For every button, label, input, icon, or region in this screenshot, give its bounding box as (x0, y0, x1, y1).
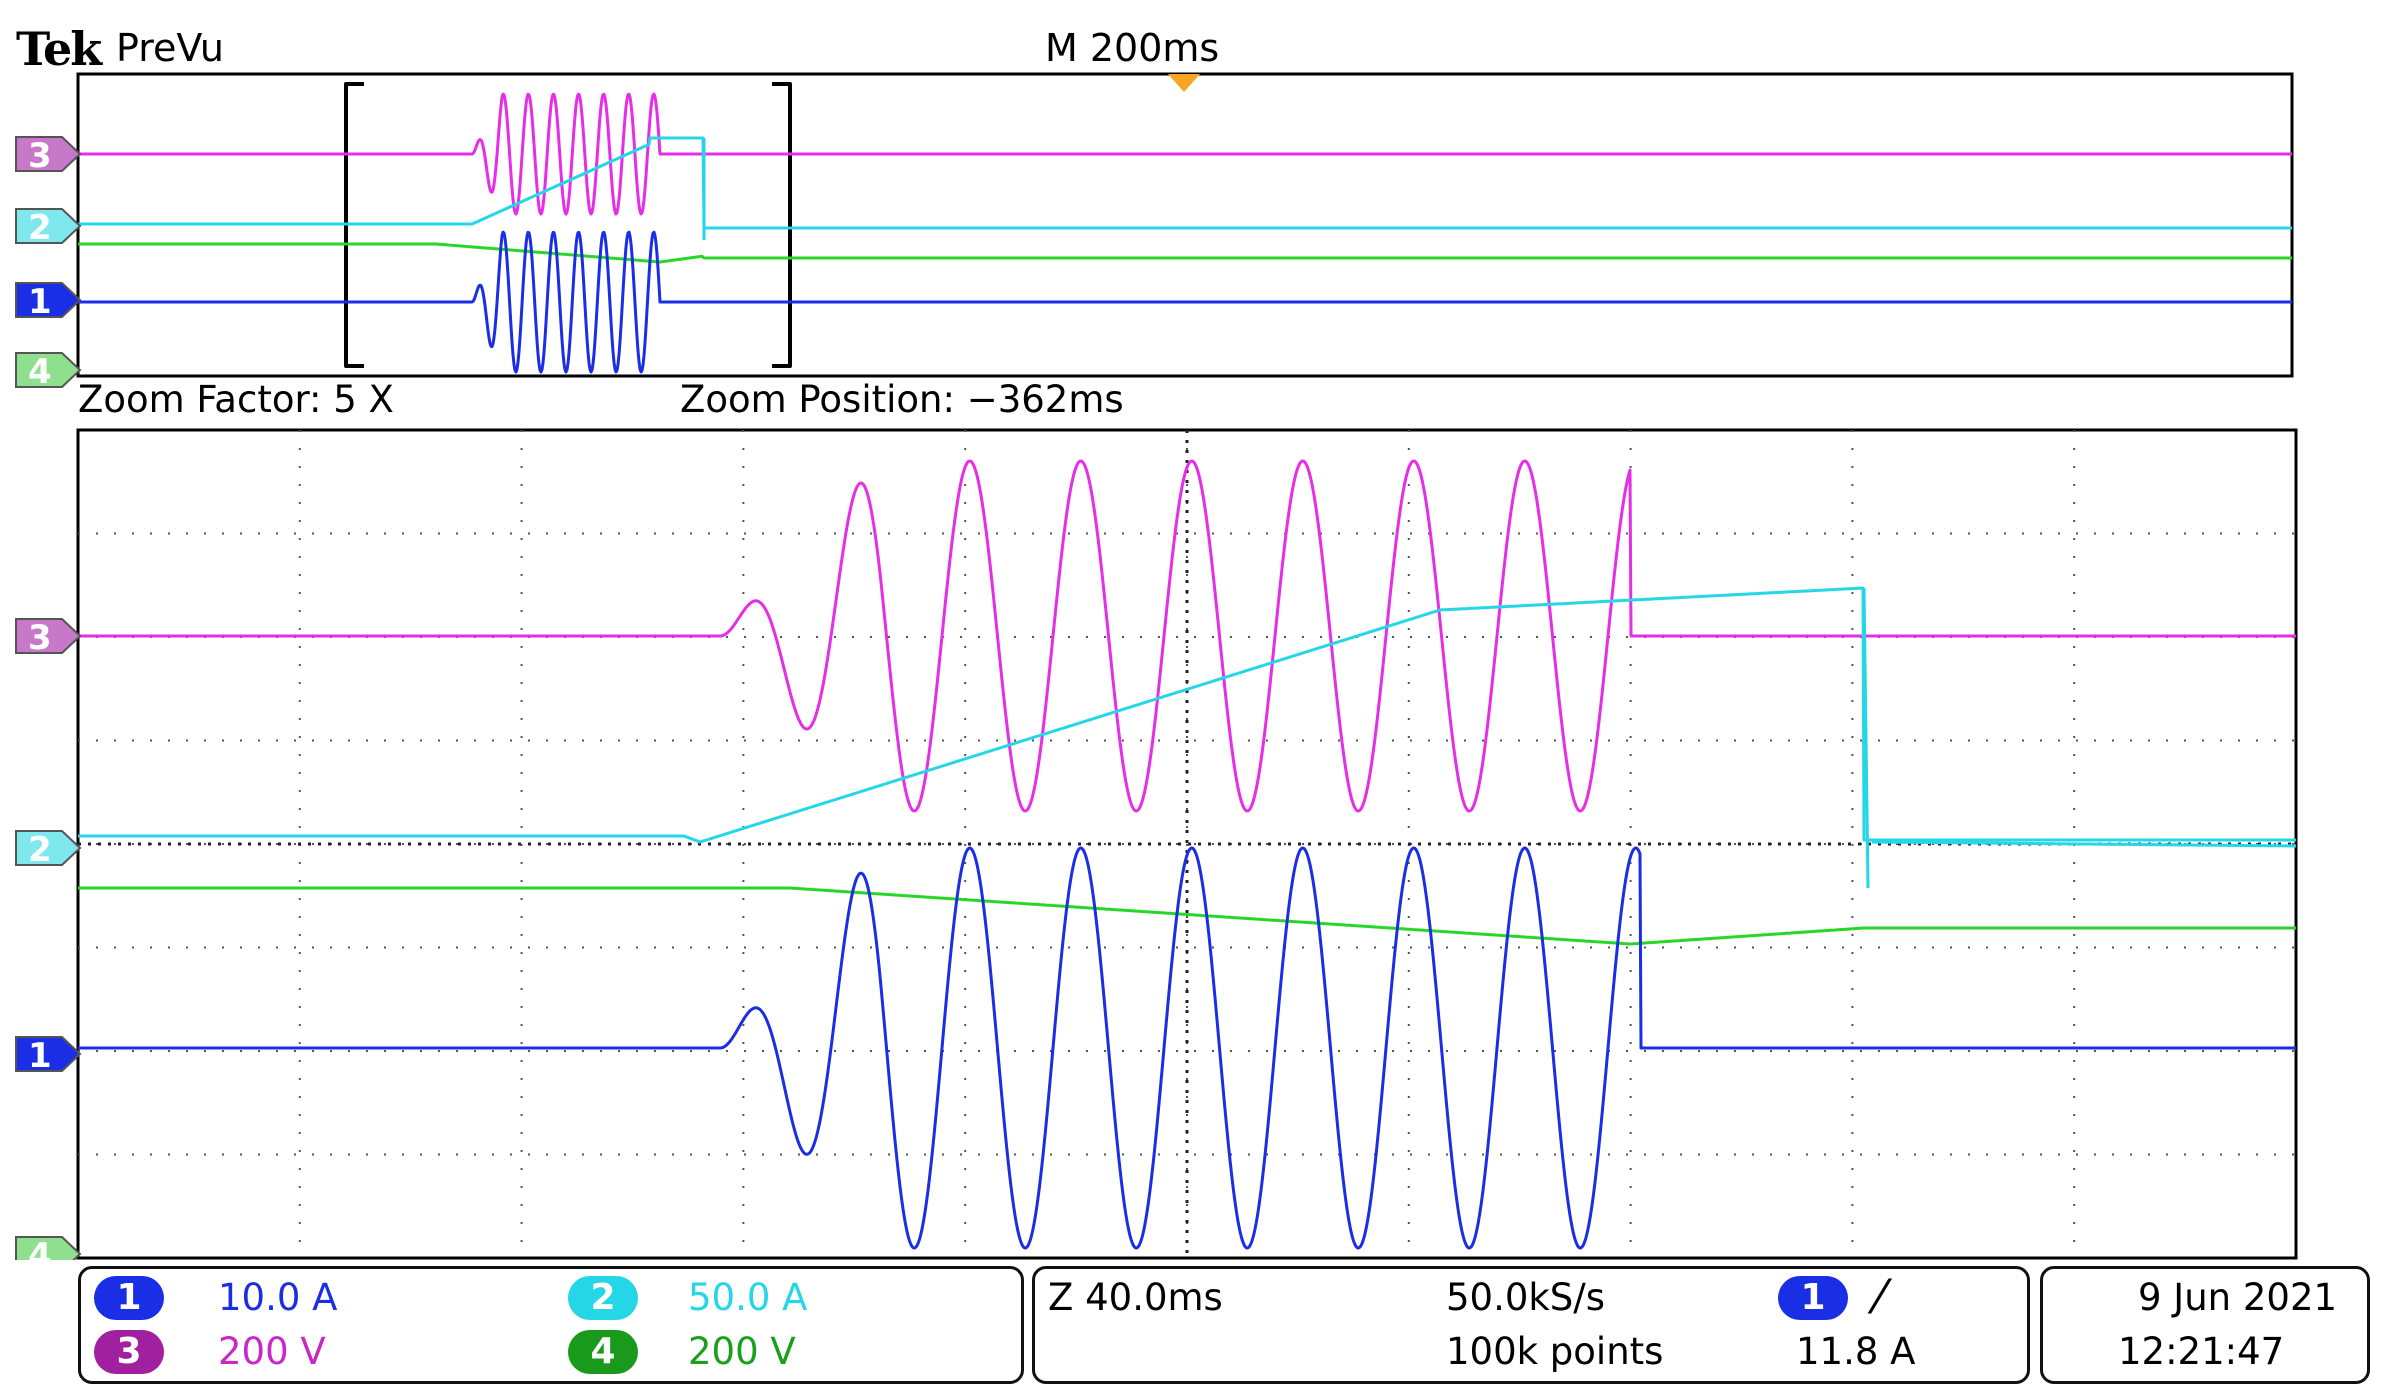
svg-text:1: 1 (28, 282, 52, 322)
overview-ch4-marker[interactable]: 4 (15, 352, 82, 392)
svg-text:3: 3 (28, 136, 52, 176)
zoom-position-readout: Zoom Position: −362ms (680, 378, 1124, 421)
svg-text:2: 2 (28, 208, 52, 248)
zoom-ch2-marker[interactable]: 2 (15, 830, 82, 870)
ch3-scale: 200 V (218, 1330, 326, 1373)
date-readout: 9 Jun 2021 (2138, 1276, 2338, 1319)
ch4-badge[interactable]: 4 (568, 1330, 638, 1374)
ch4-zoom-trace (78, 886, 2296, 946)
svg-text:2: 2 (28, 830, 52, 870)
svg-text:4: 4 (28, 352, 52, 392)
waveform-display: 3 2 1 4 3 2 1 4 (15, 72, 2298, 1260)
ch4-overview-trace (78, 242, 2292, 264)
horizontal-scale-readout: M 200ms (1045, 26, 1220, 70)
graticule-center-axes (78, 430, 2296, 1258)
zoom-ch4-marker[interactable]: 4 (15, 1236, 82, 1260)
trigger-position-icon (1168, 74, 1200, 92)
sample-rate: 50.0kS/s (1446, 1276, 1606, 1319)
trigger-source-badge[interactable]: 1 (1778, 1276, 1848, 1320)
acquisition-mode-label: PreVu (116, 26, 224, 70)
time-readout: 12:21:47 (2118, 1330, 2285, 1373)
zoom-window: 3 2 1 4 (15, 428, 2298, 1260)
zoom-ch1-marker[interactable]: 1 (15, 1036, 82, 1076)
record-length: 100k points (1446, 1330, 1664, 1373)
zoom-factor-readout: Zoom Factor: 5 X (78, 378, 394, 421)
svg-text:3: 3 (28, 618, 52, 658)
datetime-panel (2040, 1266, 2370, 1384)
svg-text:1: 1 (28, 1036, 52, 1076)
ch2-scale: 50.0 A (688, 1276, 808, 1319)
zoom-bracket-right (772, 82, 792, 368)
ch2-overview-trace (77, 136, 2293, 240)
ch3-overview-trace (77, 92, 2293, 216)
overview-ch3-marker[interactable]: 3 (15, 136, 82, 176)
ch1-scale: 10.0 A (218, 1276, 338, 1319)
trigger-level: 11.8 A (1796, 1330, 1916, 1373)
ch3-zoom-trace (77, 459, 2297, 813)
ch4-scale: 200 V (688, 1330, 796, 1373)
svg-text:4: 4 (28, 1236, 52, 1260)
zoom-ch3-marker[interactable]: 3 (15, 618, 82, 658)
ch2-zoom-trace (77, 586, 2297, 889)
acquisition-panel (1032, 1266, 2030, 1384)
ch1-badge[interactable]: 1 (94, 1276, 164, 1320)
overview-ch1-marker[interactable]: 1 (15, 282, 82, 322)
ch2-badge[interactable]: 2 (568, 1276, 638, 1320)
ch1-overview-trace (77, 230, 2293, 374)
overview-ch2-marker[interactable]: 2 (15, 208, 82, 248)
tek-logo: Tek (16, 22, 102, 76)
channel-scale-panel (78, 1266, 1024, 1384)
overview-window: 3 2 1 4 (15, 72, 2294, 392)
ch3-badge[interactable]: 3 (94, 1330, 164, 1374)
rising-edge-icon: ⁄ (1876, 1270, 1884, 1324)
zoom-timebase: Z 40.0ms (1048, 1276, 1223, 1319)
ch1-zoom-trace (77, 846, 2297, 1250)
